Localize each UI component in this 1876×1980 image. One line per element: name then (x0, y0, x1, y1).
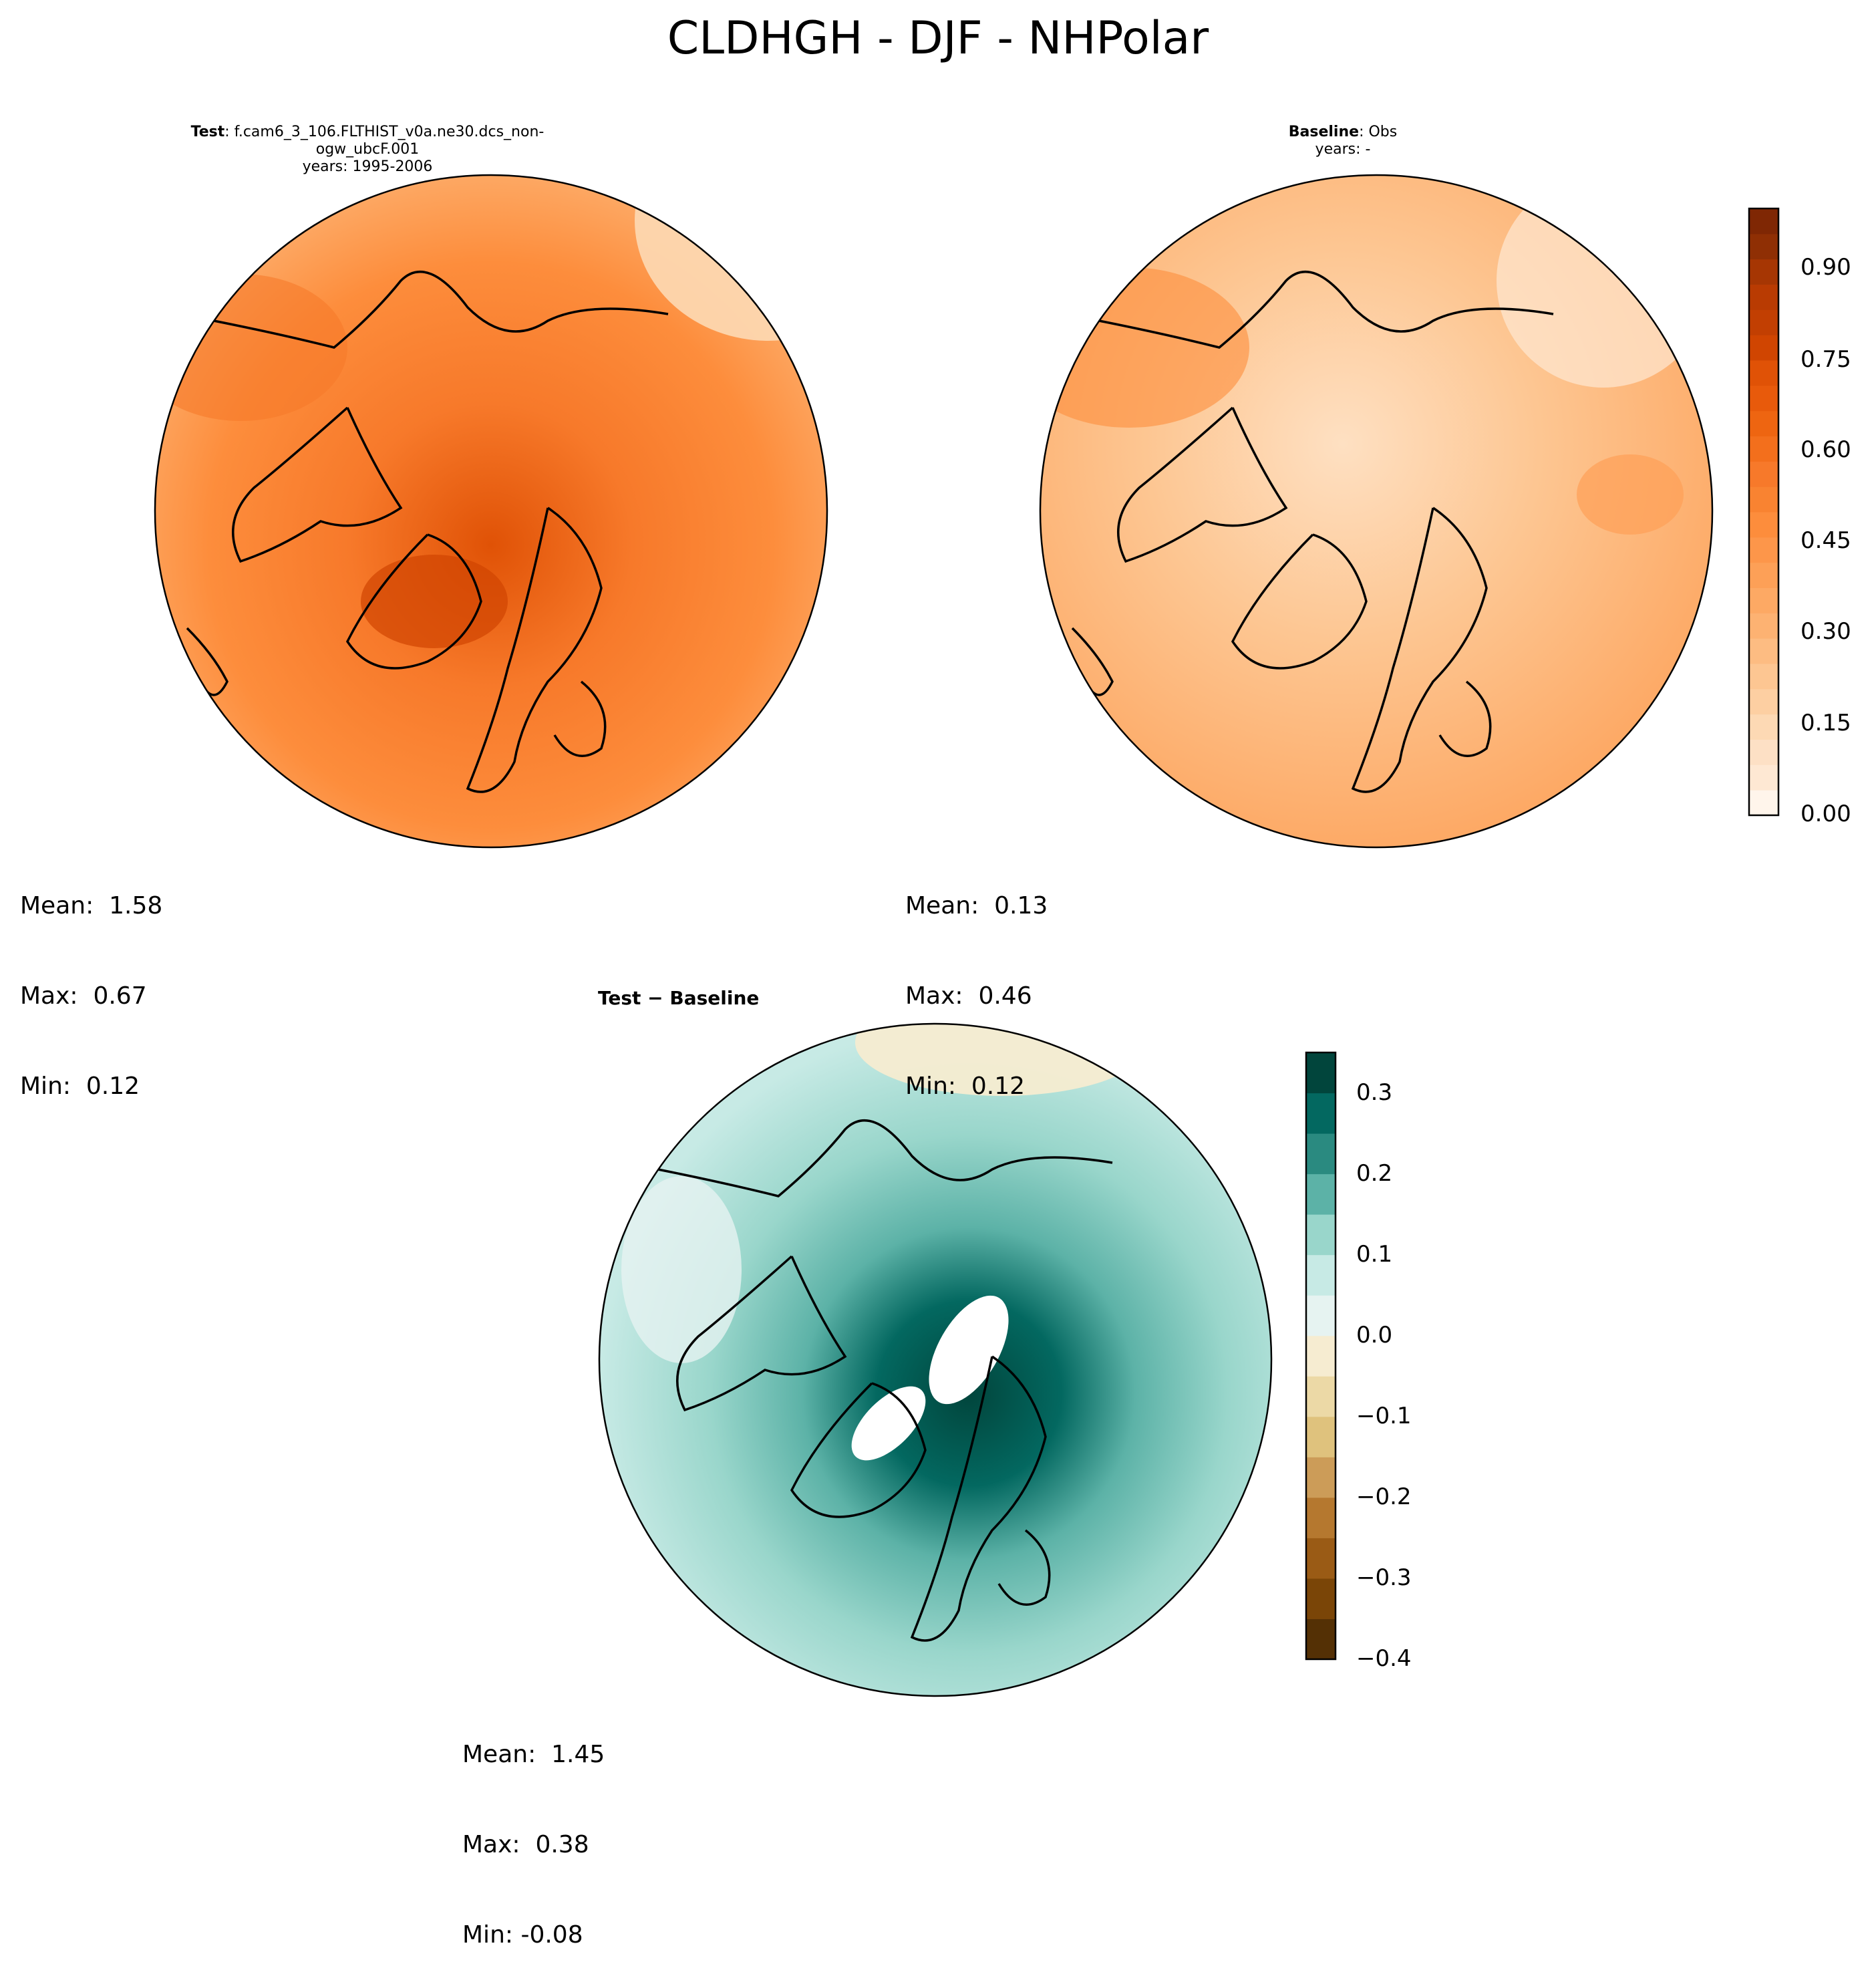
baseline-source: : Obs (1359, 124, 1398, 140)
cb-top-tick-045: 0.45 (1801, 527, 1851, 554)
colorbar-diff (1306, 1052, 1336, 1660)
cb-diff-swatch-6 (1306, 1376, 1336, 1417)
cb-diff-tick-01: 0.1 (1356, 1241, 1393, 1268)
cb-top-swatch-6 (1749, 638, 1778, 664)
cb-top-swatch-15 (1749, 410, 1778, 436)
cb-top-tick-060: 0.60 (1801, 436, 1851, 463)
test-coastlines (186, 270, 669, 793)
cb-top-swatch-23 (1749, 208, 1778, 235)
baseline-max: Max: 0.46 (905, 982, 1032, 1010)
cb-top-swatch-21 (1749, 259, 1778, 285)
baseline-min: Min: 0.12 (905, 1073, 1026, 1100)
test-min: Min: 0.12 (20, 1073, 140, 1100)
cb-diff-tick-m02: −0.2 (1356, 1483, 1412, 1510)
cb-diff-swatch-10 (1306, 1214, 1336, 1256)
cb-diff-swatch-4 (1306, 1457, 1336, 1498)
baseline-mean: Mean: 0.13 (905, 892, 1048, 920)
cb-diff-swatch-8 (1306, 1295, 1336, 1336)
colorbar-top-frame (1748, 207, 1780, 817)
colorbar-top (1749, 208, 1778, 816)
cb-top-swatch-22 (1749, 233, 1778, 260)
cb-diff-swatch-11 (1306, 1173, 1336, 1215)
cb-top-tick-075: 0.75 (1801, 346, 1851, 373)
test-map (155, 175, 827, 847)
cb-top-swatch-13 (1749, 461, 1778, 487)
cb-diff-swatch-5 (1306, 1416, 1336, 1457)
cb-top-swatch-20 (1749, 284, 1778, 310)
cb-top-tick-090: 0.90 (1801, 254, 1851, 281)
test-map-boundary (154, 174, 828, 849)
cb-top-swatch-14 (1749, 436, 1778, 462)
cb-top-swatch-2 (1749, 739, 1778, 765)
cb-diff-swatch-0 (1306, 1618, 1336, 1660)
cb-top-swatch-8 (1749, 587, 1778, 613)
baseline-coastlines (1071, 270, 1554, 793)
test-label: Test (190, 124, 225, 140)
diff-map-boundary (598, 1022, 1273, 1697)
test-case-name: : f.cam6_3_106.FLTHIST_v0a.ne30.dcs_non-… (224, 124, 544, 158)
baseline-years: years: - (1315, 141, 1371, 158)
test-mean: Mean: 1.58 (20, 892, 163, 920)
cb-diff-swatch-9 (1306, 1254, 1336, 1296)
cb-diff-swatch-2 (1306, 1538, 1336, 1579)
cb-top-swatch-4 (1749, 688, 1778, 715)
diff-coastlines (657, 1119, 1113, 1642)
cb-top-swatch-1 (1749, 764, 1778, 791)
baseline-map-boundary (1039, 174, 1714, 849)
cb-diff-swatch-3 (1306, 1497, 1336, 1538)
cb-diff-swatch-12 (1306, 1133, 1336, 1175)
baseline-label: Baseline (1288, 124, 1360, 140)
cb-top-swatch-17 (1749, 360, 1778, 386)
cb-top-swatch-5 (1749, 664, 1778, 690)
test-max: Max: 0.67 (20, 982, 147, 1010)
cb-diff-tick-00: 0.0 (1356, 1322, 1393, 1349)
cb-top-swatch-3 (1749, 714, 1778, 740)
cb-diff-swatch-13 (1306, 1093, 1336, 1134)
cb-top-swatch-9 (1749, 562, 1778, 588)
cb-top-swatch-18 (1749, 335, 1778, 361)
cb-top-swatch-16 (1749, 385, 1778, 412)
diff-mean: Mean: 1.45 (462, 1741, 605, 1768)
diff-missing-region (929, 1295, 1009, 1405)
baseline-stats: Mean: 0.13 Max: 0.46 Min: 0.12 (905, 831, 1048, 1131)
cb-top-tick-015: 0.15 (1801, 710, 1851, 736)
cb-diff-tick-m03: −0.3 (1356, 1564, 1412, 1591)
cb-diff-swatch-1 (1306, 1578, 1336, 1619)
cb-top-swatch-12 (1749, 486, 1778, 513)
cb-top-swatch-10 (1749, 537, 1778, 563)
cb-top-swatch-0 (1749, 790, 1778, 816)
cb-top-swatch-11 (1749, 512, 1778, 538)
diff-map (599, 1024, 1271, 1696)
baseline-map (1040, 175, 1712, 847)
cb-top-swatch-19 (1749, 309, 1778, 335)
diff-min: Min: -0.08 (462, 1921, 583, 1949)
colorbar-diff-frame (1305, 1051, 1337, 1661)
cb-diff-tick-02: 0.2 (1356, 1160, 1393, 1187)
diff-max: Max: 0.38 (462, 1831, 589, 1858)
baseline-panel-title: Baseline: Obs years: - (1243, 124, 1443, 158)
cb-diff-tick-m04: −0.4 (1356, 1645, 1412, 1672)
cb-top-tick-030: 0.30 (1801, 618, 1851, 645)
diff-stats: Mean: 1.45 Max: 0.38 Min: -0.08 (462, 1679, 605, 1980)
cb-top-tick-000: 0.00 (1801, 801, 1851, 827)
test-years: years: 1995-2006 (302, 158, 433, 175)
test-panel-title: Test: f.cam6_3_106.FLTHIST_v0a.ne30.dcs_… (154, 124, 581, 176)
figure-title: CLDHGH - DJF - NHPolar (667, 12, 1209, 65)
test-stats: Mean: 1.58 Max: 0.67 Min: 0.12 (20, 831, 162, 1131)
cb-diff-tick-03: 0.3 (1356, 1079, 1393, 1106)
cb-diff-swatch-14 (1306, 1052, 1336, 1094)
map-figure (154, 174, 1780, 1697)
cb-top-swatch-7 (1749, 613, 1778, 639)
cb-diff-tick-m01: −0.1 (1356, 1403, 1412, 1429)
cb-diff-swatch-7 (1306, 1335, 1336, 1377)
diff-panel-title: Test − Baseline (598, 987, 760, 1009)
